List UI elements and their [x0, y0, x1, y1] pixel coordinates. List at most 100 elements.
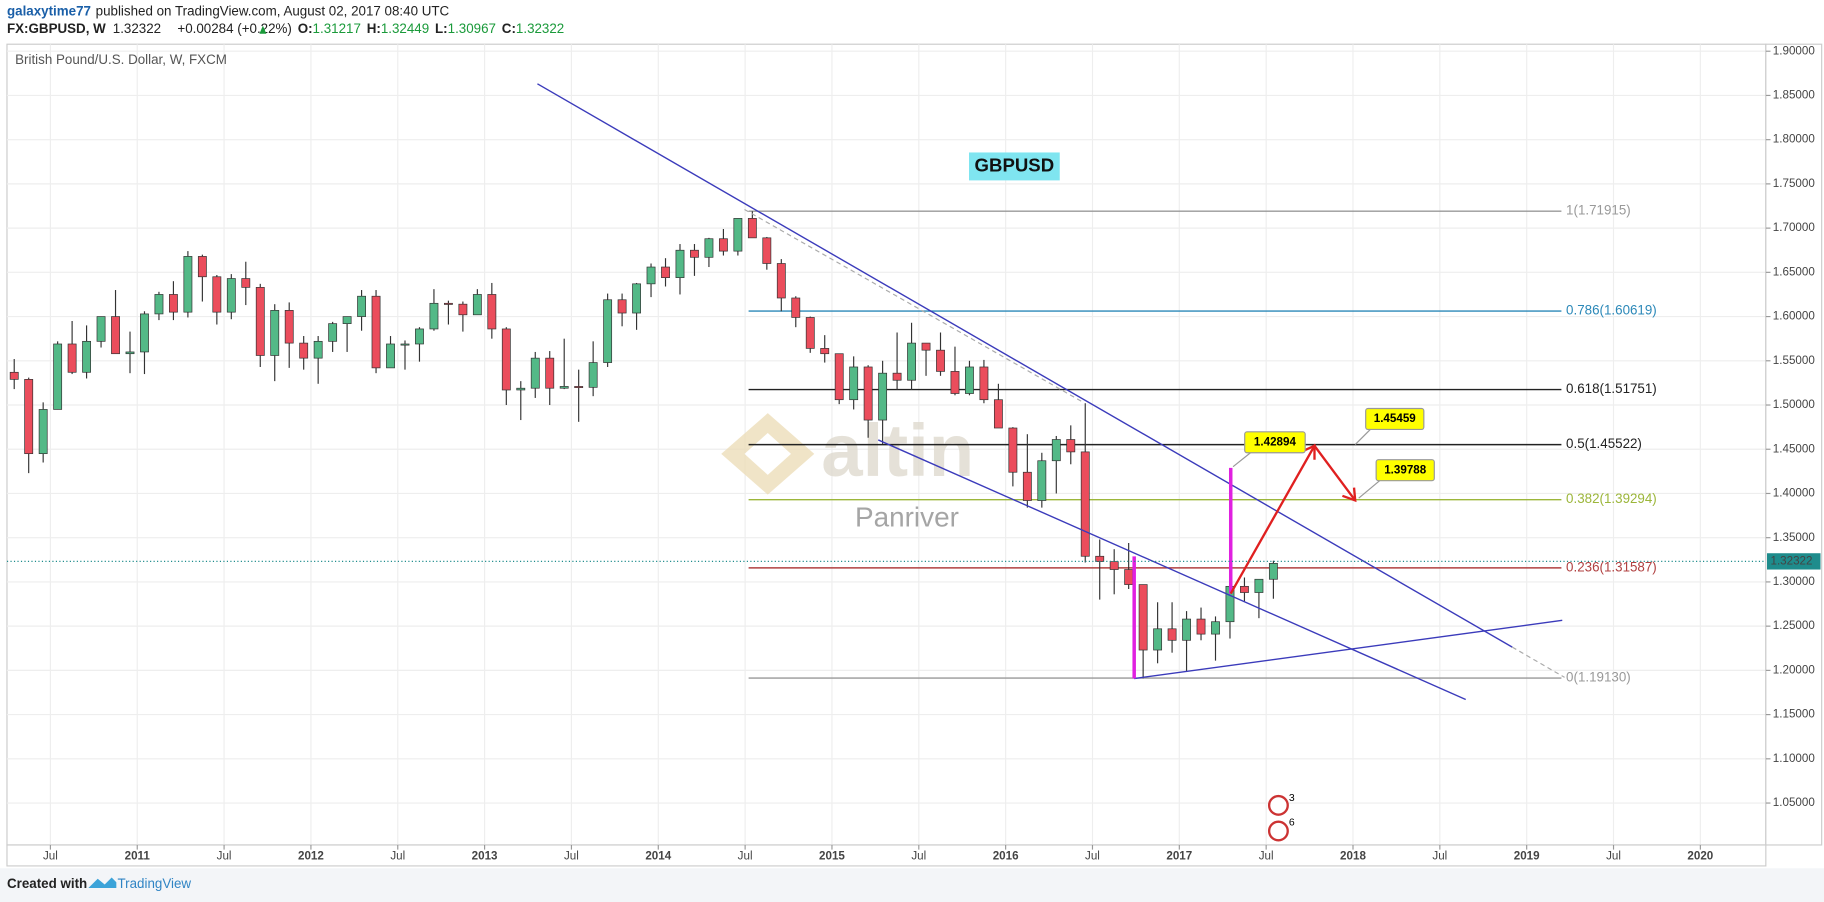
candle-body: [1080, 451, 1090, 557]
callout-box: [1375, 459, 1435, 482]
x-tick-label: 2016: [993, 850, 1019, 863]
candle-body: [791, 297, 801, 318]
candle-body: [270, 310, 280, 356]
footer-bg: [0, 868, 1824, 902]
candle-body: [1196, 618, 1206, 635]
candle-body: [241, 278, 251, 288]
candle-body: [443, 302, 453, 305]
candle-body: [140, 313, 149, 353]
candle-body: [704, 238, 714, 258]
candle-body: [1138, 584, 1148, 651]
fib-label: 1(1.71915): [1566, 203, 1631, 218]
y-tick-label: 1.25000: [1773, 619, 1816, 632]
axes: 1.05000 1.10000 1.15000 1.20000 1.25000 1.300…: [6, 43, 1823, 867]
candle-body: [863, 366, 873, 421]
last-price-box: [1767, 553, 1821, 570]
candle-body: [892, 372, 902, 381]
candle-body: [501, 328, 511, 391]
published: published on TradingView.com, August 02,…: [96, 3, 450, 18]
candle-body: [849, 366, 859, 401]
candle-body: [834, 353, 844, 401]
candle-body: [530, 357, 540, 389]
y-tick-label: 1.10000: [1773, 752, 1816, 765]
candle-body: [979, 366, 989, 401]
event-count: 6: [1289, 818, 1295, 829]
candle-body: [1066, 439, 1076, 453]
candle-body: [82, 340, 92, 373]
x-tick-label: Jul: [1085, 850, 1100, 863]
author[interactable]: galaxytime77: [7, 3, 91, 18]
callout-box: [1244, 431, 1306, 454]
events[interactable]: 3 6: [1267, 793, 1295, 842]
candle-body: [1037, 460, 1047, 501]
candle-body: [936, 349, 945, 372]
y-tick-label: 1.30000: [1773, 575, 1816, 588]
candle-body: [458, 303, 468, 316]
y-tick-label: 1.70000: [1773, 221, 1816, 234]
trend-line-extension: [1511, 646, 1565, 678]
candle-body: [125, 351, 135, 355]
arrow-head: [1301, 443, 1316, 460]
up-arrow-icon: [259, 25, 267, 34]
y-tick-label: 1.20000: [1773, 663, 1816, 676]
candle-body: [1022, 471, 1032, 501]
candle-body: [111, 316, 120, 355]
candle-body: [805, 317, 815, 349]
candle-body: [1268, 562, 1278, 580]
x-tick-label: Jul: [1259, 850, 1274, 863]
candle-body: [1211, 621, 1220, 635]
candle-body: [747, 218, 757, 239]
x-tick-label: 2017: [1166, 850, 1192, 863]
callout-pointer: [1358, 480, 1381, 499]
x-tick-label: 2018: [1340, 850, 1366, 863]
candle-body: [386, 343, 395, 369]
candle-body: [1254, 578, 1264, 593]
candle-body: [545, 357, 555, 389]
callout-text: 1.42894: [1254, 435, 1297, 448]
candle-body: [9, 371, 19, 380]
candle-body: [429, 302, 439, 330]
time-axis-bg: [6, 844, 1767, 867]
candle-body: [313, 340, 323, 359]
candle-body: [357, 295, 366, 317]
y-tick-label: 1.90000: [1773, 44, 1816, 57]
symbol-label-text: GBPUSD: [975, 154, 1055, 175]
y-tick-label: 1.45000: [1773, 442, 1816, 455]
candle-body: [646, 266, 656, 285]
candle-body: [588, 362, 598, 388]
ohlc-key: H:: [367, 21, 381, 36]
x-tick-label: Jul: [564, 850, 579, 863]
candle-body: [1124, 569, 1134, 585]
candle-body: [878, 372, 888, 421]
footer-brand[interactable]: TradingView: [117, 876, 191, 891]
chart-title: British Pound/U.S. Dollar, W, FXCM: [15, 52, 227, 67]
x-tick-label: Jul: [217, 850, 232, 863]
footer-created: Created with: [7, 876, 87, 891]
candle-body: [1240, 585, 1249, 593]
fib-label: 0(1.19130): [1566, 670, 1631, 685]
candle-body: [516, 387, 526, 391]
event-icon[interactable]: [1267, 820, 1289, 842]
candle-body: [559, 386, 569, 389]
candle-body: [1008, 427, 1018, 473]
trend-line-rising: [1134, 619, 1563, 680]
candle-body: [415, 328, 424, 345]
candle-body: [1167, 628, 1177, 641]
candle-body: [183, 256, 193, 313]
candle-body: [371, 295, 381, 369]
ohlc-key: C:: [502, 21, 516, 36]
x-tick-label: 2011: [125, 850, 151, 863]
ohlc-key: O:: [298, 21, 313, 36]
watermark-sub: Panriver: [855, 501, 959, 532]
event-icon[interactable]: [1267, 794, 1289, 816]
candle-body: [718, 238, 728, 252]
y-tick-label: 1.55000: [1773, 354, 1816, 367]
candle-body: [328, 323, 338, 342]
ohlc-value: 1.31217: [313, 21, 361, 36]
callout-pointer: [1232, 452, 1251, 468]
x-tick-label: 2020: [1687, 850, 1713, 863]
candle-body: [950, 371, 960, 394]
y-tick-label: 1.35000: [1773, 531, 1816, 544]
fib-label: 0.786(1.60619): [1566, 303, 1657, 318]
